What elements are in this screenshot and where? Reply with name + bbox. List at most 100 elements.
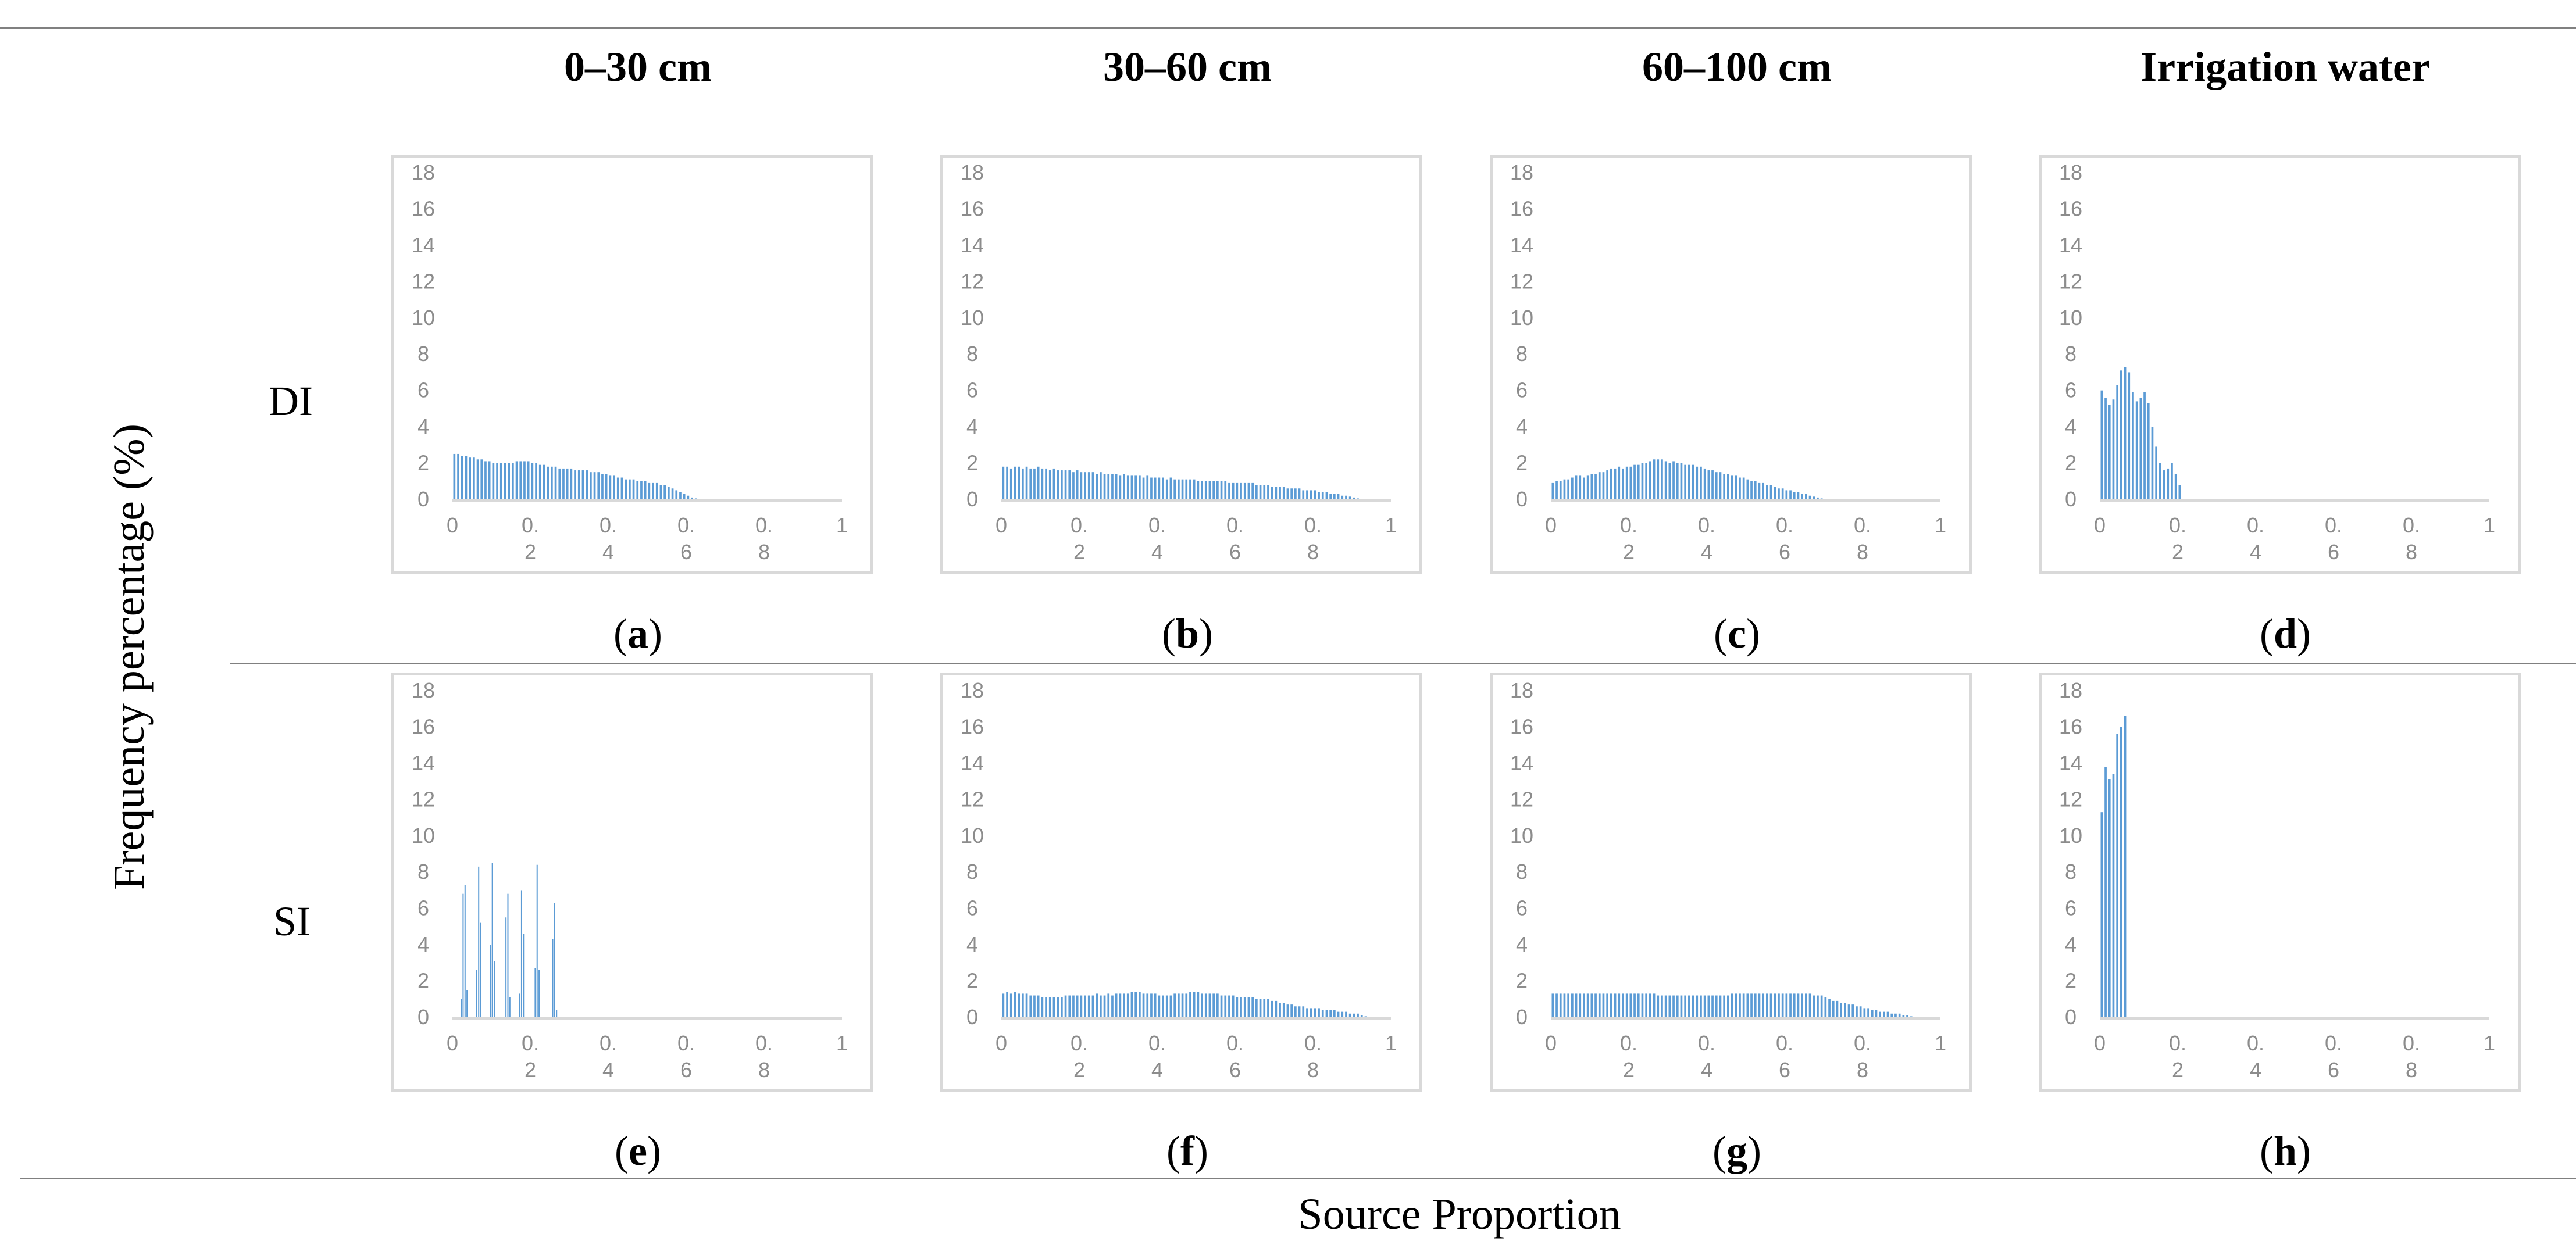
histogram-bar [562, 468, 565, 499]
y-tick-label: 18 [412, 160, 435, 184]
histogram-bar [1255, 485, 1258, 499]
histogram-bar [1750, 993, 1753, 1017]
histogram-bar [2100, 390, 2103, 499]
histogram-bar [484, 461, 487, 499]
histogram-bar [1824, 997, 1827, 1017]
histogram-bar [2139, 398, 2142, 499]
histogram-bar [1333, 494, 1336, 499]
histogram-bar [1006, 992, 1008, 1017]
panel-label-e: (e) [615, 1128, 661, 1174]
histogram-bar [1649, 461, 1651, 499]
histogram-bar [1625, 466, 1628, 499]
histogram-bar [1817, 995, 1819, 1017]
histogram-bar [1586, 475, 1589, 499]
histogram-bar [1048, 997, 1051, 1017]
y-tick-label: 12 [2059, 787, 2082, 811]
histogram-bar [1096, 993, 1098, 1017]
histogram-bar [1727, 474, 1729, 499]
histogram-bar [1084, 995, 1086, 1017]
histogram-bar [466, 990, 468, 1017]
histogram-bar [1146, 475, 1149, 499]
histogram-bar [1103, 474, 1106, 499]
histogram-bar [1204, 993, 1207, 1017]
histogram-bar [2116, 385, 2118, 499]
histogram-bar [461, 456, 463, 499]
histogram-bar [1263, 999, 1266, 1017]
histogram-bar [1173, 993, 1176, 1017]
histogram-bar [1766, 485, 1768, 499]
histogram-bar [1649, 993, 1651, 1017]
histogram-bar [1061, 997, 1063, 1017]
histogram-bar [1130, 992, 1133, 1017]
histogram-bar [1559, 993, 1562, 1017]
histogram-bar [2163, 470, 2165, 499]
histogram-bar [1087, 472, 1090, 499]
histogram-bar [1193, 992, 1196, 1017]
y-tick-label: 6 [418, 378, 429, 402]
histogram-bar [1318, 492, 1320, 499]
histogram-bar [1216, 481, 1219, 499]
histogram-bar [1692, 464, 1694, 499]
histogram-bar [1894, 1013, 1897, 1017]
histogram-bar [1789, 490, 1792, 499]
y-tick-label: 12 [412, 269, 435, 293]
histogram-bar [1684, 995, 1686, 1017]
histogram-bar [1688, 464, 1690, 499]
histogram-bar [1719, 995, 1722, 1017]
histogram-bar [1115, 993, 1118, 1017]
histogram-bar [1158, 995, 1161, 1017]
y-tick-label: 18 [1510, 160, 1533, 184]
panel-label-d: (d) [2259, 610, 2311, 657]
histogram-bar [648, 482, 651, 499]
histogram-bar [1856, 1006, 1858, 1017]
histogram-bar [1220, 995, 1223, 1017]
histogram-bar [1279, 487, 1281, 499]
histogram-bar [1723, 995, 1725, 1017]
histogram-bar [1664, 995, 1667, 1017]
histogram-bar [1785, 993, 1788, 1017]
histogram-bar [1614, 468, 1617, 499]
y-tick-label: 2 [2065, 969, 2077, 993]
histogram-bar [1836, 1000, 1839, 1017]
column-header-0-30: 0–30 cm [564, 44, 712, 90]
histogram-bar [464, 885, 466, 1017]
x-tick-label: 0. 2 [2169, 1031, 2186, 1082]
histogram-bar [1100, 995, 1102, 1017]
histogram-bar [1797, 993, 1800, 1017]
histogram-bar [494, 961, 495, 1017]
y-tick-label: 18 [412, 678, 435, 702]
histogram-bar [1212, 481, 1215, 499]
histogram-bar [1033, 468, 1036, 499]
histogram-bar [694, 498, 697, 499]
histogram-bar [469, 457, 471, 499]
top-rule [0, 27, 2576, 29]
histogram-bar [1735, 993, 1737, 1017]
histogram-bar [2159, 463, 2161, 499]
histogram-bar [2104, 398, 2107, 499]
x-tick-label: 0. 2 [522, 1031, 539, 1082]
histogram-bar [1216, 993, 1219, 1017]
histogram-bar [1150, 993, 1153, 1017]
histogram-bar [480, 459, 483, 499]
y-tick-label: 2 [418, 451, 429, 475]
histogram-bar [1571, 477, 1574, 499]
histogram-bar [523, 461, 526, 499]
histogram-bar [620, 477, 623, 499]
histogram-bar [1707, 995, 1710, 1017]
histogram-bar [1879, 1011, 1881, 1017]
x-tick-label: 1 [1935, 1031, 1946, 1055]
histogram-bar [1178, 993, 1180, 1017]
y-tick-label: 14 [412, 751, 435, 775]
y-tick-label: 2 [1516, 451, 1528, 475]
x-tick-label: 0. 6 [2325, 513, 2342, 564]
histogram-bar [1321, 492, 1324, 499]
histogram-bar [1629, 466, 1632, 499]
y-tick-label: 14 [961, 751, 984, 775]
chart-panel-c: 0 2 4 6 8 10 12 14 16 18 0 0. 2 0. 4 0. 6 0. 8 1 [1490, 155, 1972, 574]
histogram-bar [1653, 459, 1656, 499]
histogram-bar [629, 479, 631, 499]
histogram-bar [1130, 475, 1133, 499]
histogram-bar [1178, 479, 1180, 499]
histogram-bar [1808, 993, 1811, 1017]
histogram-bar [691, 497, 693, 499]
